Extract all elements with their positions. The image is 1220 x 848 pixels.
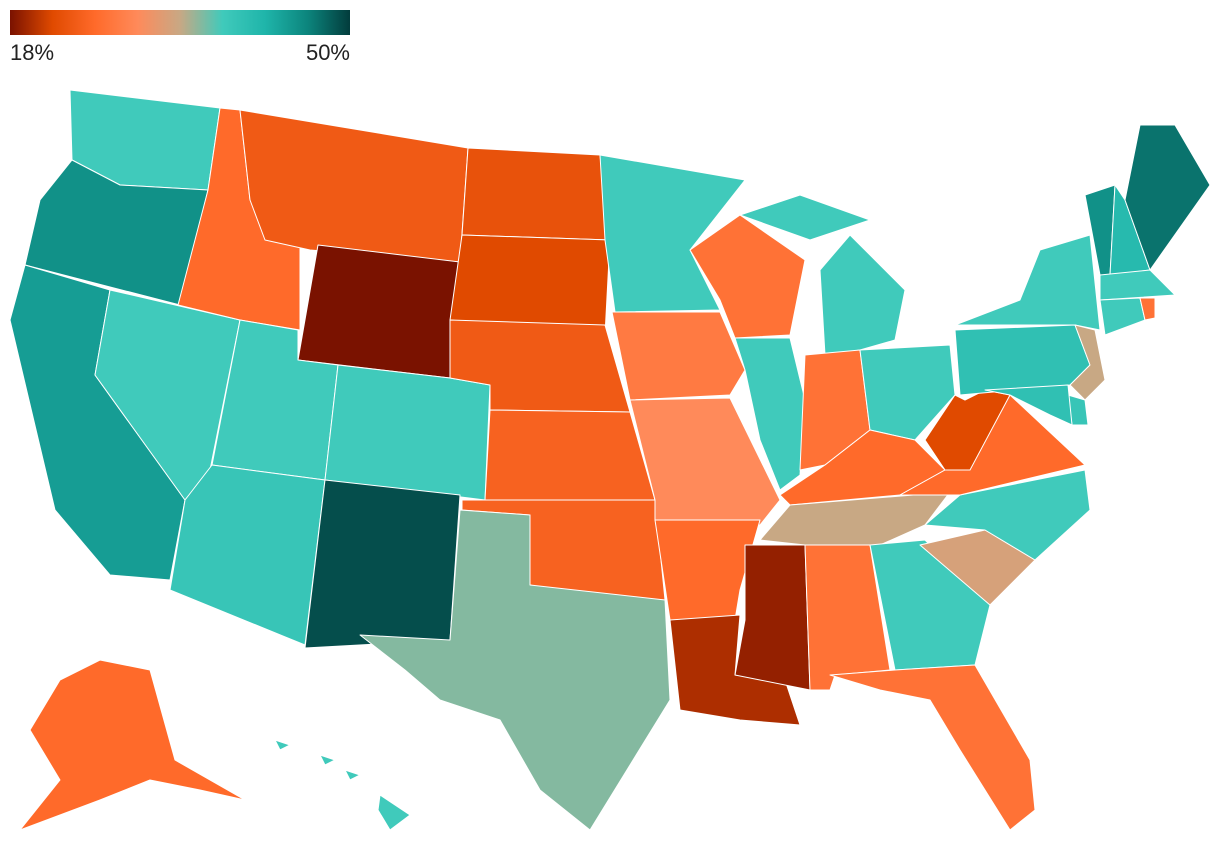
state	[19, 659, 246, 831]
state	[461, 147, 611, 241]
legend-max: 50%	[306, 40, 350, 65]
state	[829, 664, 1036, 831]
state	[1124, 124, 1211, 271]
legend-min: 18%	[10, 40, 54, 65]
state	[954, 324, 1091, 396]
state	[611, 311, 746, 401]
state	[1139, 297, 1156, 321]
state	[734, 544, 811, 691]
state	[954, 234, 1101, 331]
state	[304, 479, 461, 649]
state	[984, 384, 1073, 426]
state	[599, 154, 746, 313]
state	[669, 614, 801, 726]
state	[1099, 269, 1176, 301]
state	[734, 337, 806, 491]
state	[629, 397, 781, 526]
legend-bar	[10, 10, 350, 35]
state	[449, 234, 611, 336]
state	[869, 539, 991, 671]
state	[484, 409, 656, 501]
state	[859, 344, 956, 441]
state	[297, 244, 461, 379]
state	[324, 364, 491, 501]
state	[274, 739, 411, 831]
state	[654, 519, 761, 621]
states	[9, 89, 1211, 831]
state	[239, 109, 469, 263]
state	[1099, 297, 1146, 336]
state	[359, 509, 671, 831]
state	[169, 464, 326, 646]
